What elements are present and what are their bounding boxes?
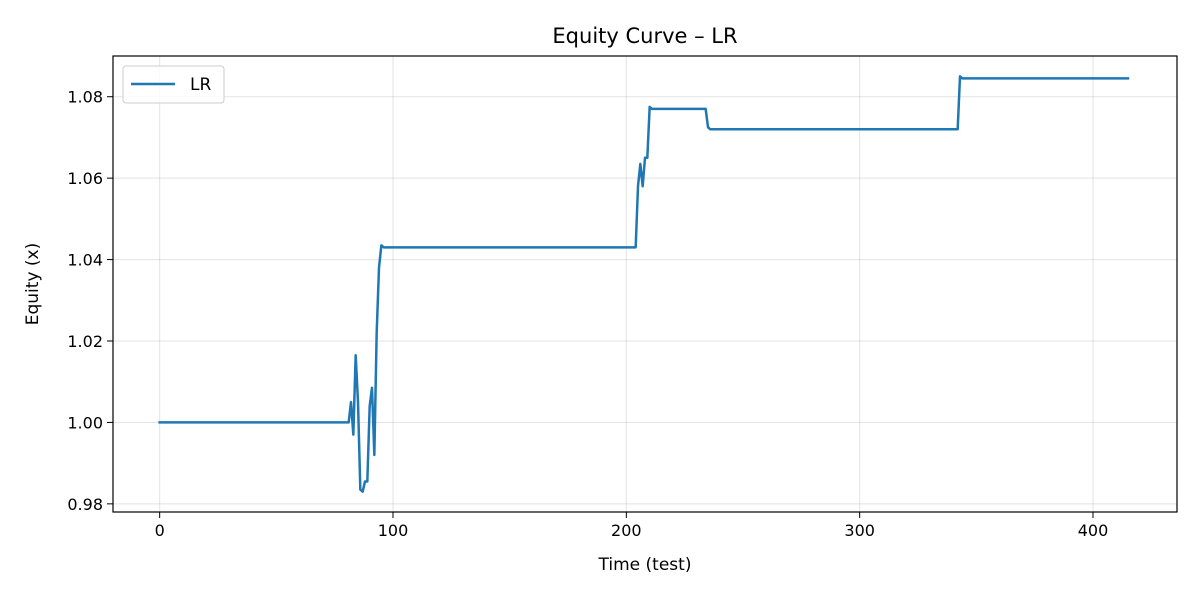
y-tick-label: 1.06 (67, 169, 103, 188)
y-tick-label: 1.08 (67, 88, 103, 107)
y-tick-label: 1.02 (67, 332, 103, 351)
series-line-lr (158, 75, 1130, 493)
x-axis-label: Time (test) (598, 555, 692, 575)
plot-frame (112, 55, 1178, 513)
y-tick-label: 0.98 (67, 495, 103, 514)
x-tick-label: 400 (1078, 521, 1109, 540)
legend-label: LR (190, 75, 211, 95)
chart-title: Equity Curve – LR (552, 24, 737, 48)
x-tick-label: 300 (844, 521, 875, 540)
y-axis-label: Equity (x) (23, 243, 43, 326)
grid (113, 56, 1177, 512)
x-tick-label: 200 (611, 521, 642, 540)
y-tick-label: 1.00 (67, 413, 103, 432)
ticks: 0 100 200 300 400 0.98 1.00 1.02 1.04 1.06 1.08 (67, 88, 1108, 540)
series-layer (158, 75, 1130, 493)
y-tick-label: 1.04 (67, 251, 103, 270)
x-tick-label: 0 (155, 521, 165, 540)
x-tick-label: 100 (378, 521, 409, 540)
legend: LR (122, 65, 225, 104)
